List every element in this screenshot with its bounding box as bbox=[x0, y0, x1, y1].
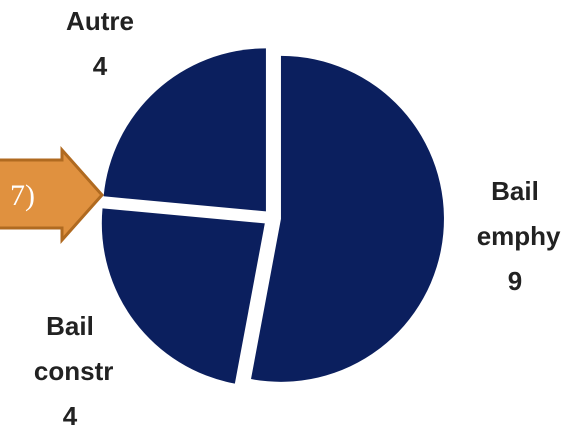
arrow-shape bbox=[0, 146, 105, 244]
slice-value: 9 bbox=[508, 266, 522, 296]
slice-value: 4 bbox=[63, 401, 78, 431]
pie-slice bbox=[101, 208, 265, 384]
pie-slice bbox=[103, 48, 266, 212]
slice-value: 4 bbox=[93, 51, 108, 81]
slice-label: Autre bbox=[66, 6, 134, 36]
slice-label: Bail constr bbox=[27, 311, 114, 386]
arrow: 7) bbox=[0, 146, 105, 244]
annotation: 7) bbox=[10, 179, 35, 212]
slice-label: Bail emphy bbox=[469, 176, 561, 251]
pie-slice bbox=[251, 55, 444, 382]
